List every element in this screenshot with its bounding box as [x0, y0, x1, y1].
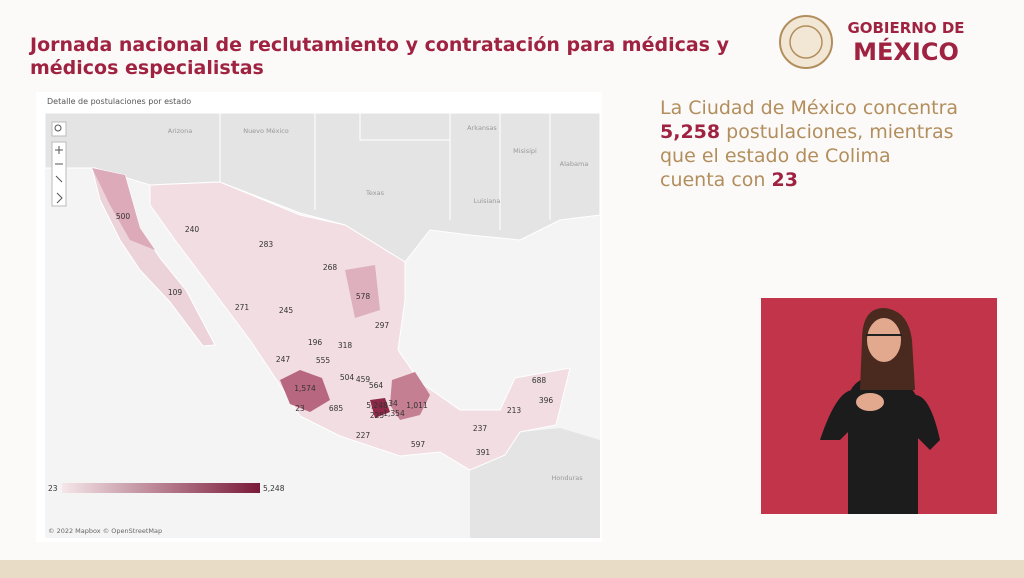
state-value-label: 1,574 [294, 384, 316, 393]
state-value-label: 240 [185, 225, 200, 234]
place-label: Arkansas [467, 124, 497, 132]
interpreter-face [867, 318, 901, 362]
place-label: Honduras [551, 474, 583, 482]
zoom-toolbar[interactable] [51, 141, 67, 207]
state-region [280, 370, 330, 412]
map-attribution: © 2022 Mapbox © OpenStreetMap [48, 527, 162, 535]
state-region [345, 265, 380, 318]
summary-text-part: postulaciones, mientras que el estado de… [660, 121, 954, 191]
state-value-label: 500 [116, 212, 131, 221]
interpreter-arms [820, 390, 940, 450]
interpreter-hands [856, 393, 884, 411]
state-value-label: 564 [369, 381, 384, 390]
summary-highlight: 23 [771, 169, 798, 191]
logo-text: MÉXICO [853, 37, 959, 66]
state-labels: 500 240 283 268 109 271 245 578 297 196 318 247 555 1… [116, 212, 554, 457]
state-value-label: 34 [388, 399, 398, 408]
place-label: Texas [365, 189, 385, 197]
central-america [470, 428, 600, 538]
place-label: Luisiana [474, 197, 501, 205]
legend-colorbar [62, 483, 260, 493]
state-value-label: 268 [323, 263, 338, 272]
summary-text-part: La Ciudad de México concentra [660, 97, 959, 119]
state-value-label: 578 [356, 292, 371, 301]
state-value-label: 109 [168, 288, 183, 297]
state-value-label: 283 [259, 240, 274, 249]
logo-emblem-inner [789, 25, 823, 59]
search-button[interactable] [51, 121, 67, 137]
place-label: Nuevo México [243, 127, 289, 135]
state-value-label: 247 [276, 355, 291, 364]
mexico-mainland [149, 181, 571, 471]
summary-text: La Ciudad de México concentra 5,258 post… [660, 96, 960, 192]
state-value-label: 688 [532, 376, 547, 385]
state-value-label: 225 [370, 411, 385, 420]
state-value-label: 5,248 [366, 401, 388, 410]
footer-band [0, 560, 1024, 578]
map-title: Detalle de postulaciones por estado [47, 97, 191, 106]
state-region [92, 168, 155, 250]
search-icon [54, 124, 62, 132]
state-value-label: 196 [308, 338, 323, 347]
state-value-label: 504 [340, 373, 355, 382]
place-label: Alabama [560, 160, 589, 168]
place-labels: Arizona Nuevo México Texas Arkansas Misisipi… [168, 124, 589, 482]
state-value-label: 685 [329, 404, 344, 413]
state-value-label: 597 [411, 440, 426, 449]
state-value-label: 237 [473, 424, 488, 433]
state-value-label: 23 [295, 404, 305, 413]
legend-min: 23 [48, 484, 58, 493]
state-value-label: 271 [235, 303, 250, 312]
state-value-label: 227 [356, 431, 371, 440]
legend-max: 5,248 [263, 484, 285, 493]
state-value-label: 396 [539, 396, 554, 405]
slide-title: Jornada nacional de reclutamiento y cont… [30, 34, 729, 79]
state-region [370, 398, 390, 418]
logo-text: GOBIERNO DE [847, 19, 964, 37]
toolbar-icons [55, 146, 63, 204]
state-value-label: 391 [476, 448, 491, 457]
state-value-label: 1,354 [383, 409, 405, 418]
state-value-label: 213 [507, 406, 522, 415]
place-label: Arizona [168, 127, 192, 135]
state-value-label: 245 [279, 306, 294, 315]
state-value-label: 459 [356, 375, 371, 384]
us-borders [219, 113, 551, 230]
logo-emblem [779, 15, 833, 69]
state-value-label: 1,011 [406, 401, 428, 410]
place-label: Misisipi [513, 147, 537, 155]
summary-highlight: 5,258 [660, 121, 721, 143]
state-region [390, 372, 430, 420]
state-value-label: 297 [375, 321, 390, 330]
state-value-label: 318 [338, 341, 353, 350]
state-value-label: 555 [316, 356, 331, 365]
